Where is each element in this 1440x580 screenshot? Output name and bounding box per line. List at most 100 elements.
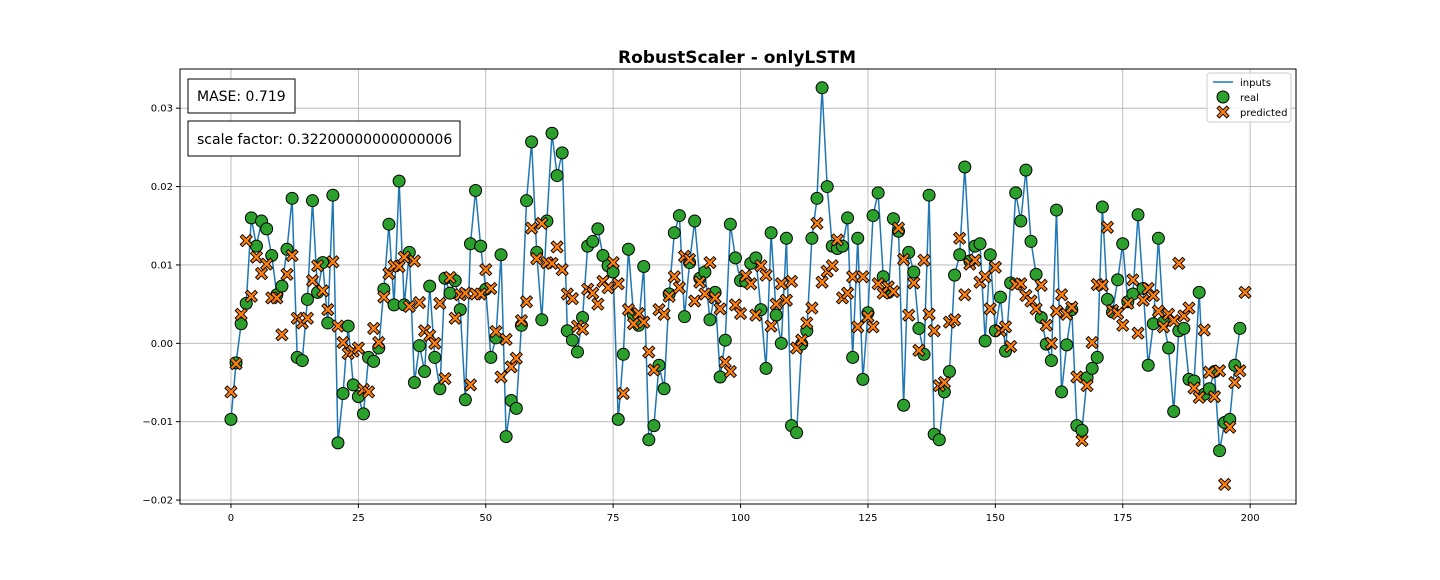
real-point bbox=[774, 336, 788, 350]
real-point bbox=[611, 412, 625, 426]
predicted-point bbox=[698, 287, 712, 301]
mase-annotation: MASE: 0.719 bbox=[187, 78, 296, 114]
legend-label-predicted: predicted bbox=[1240, 108, 1287, 119]
real-point bbox=[484, 350, 498, 364]
predicted-point bbox=[575, 322, 590, 336]
predicted-point bbox=[912, 343, 926, 358]
y-tick-label: −0.02 bbox=[142, 496, 173, 507]
real-point bbox=[423, 279, 437, 293]
real-point bbox=[779, 231, 793, 245]
predicted-point bbox=[1100, 220, 1115, 234]
real-point bbox=[1192, 285, 1206, 299]
predicted-point bbox=[922, 307, 936, 321]
predicted-point bbox=[800, 316, 814, 330]
predicted-point bbox=[448, 311, 462, 325]
predicted-point bbox=[861, 310, 875, 324]
real-point bbox=[942, 365, 956, 379]
plot-frame bbox=[179, 68, 1297, 505]
predicted-point bbox=[871, 277, 885, 291]
predicted-point bbox=[621, 302, 636, 317]
predicted-point bbox=[535, 216, 549, 231]
grid-layer bbox=[180, 69, 1296, 504]
real-point bbox=[509, 401, 523, 415]
predicted-point bbox=[1014, 277, 1028, 291]
predicted-point bbox=[947, 313, 962, 327]
real-point bbox=[912, 321, 926, 335]
predicted-point bbox=[672, 281, 687, 295]
real-point bbox=[1111, 273, 1125, 287]
x-tick-label: 175 bbox=[1113, 513, 1132, 524]
predicted-point bbox=[968, 253, 982, 267]
real-point bbox=[820, 180, 834, 194]
real-point bbox=[983, 248, 997, 262]
predicted-point bbox=[1182, 301, 1196, 315]
predicted-point bbox=[244, 289, 258, 303]
real-point bbox=[1095, 200, 1109, 214]
predicted-point bbox=[1136, 293, 1150, 307]
real-point bbox=[606, 265, 620, 279]
predicted-point bbox=[407, 254, 422, 268]
real-point bbox=[1167, 405, 1181, 419]
predicted-point bbox=[784, 274, 799, 289]
real-point bbox=[657, 382, 671, 396]
y-tick-label: 0.01 bbox=[151, 260, 173, 271]
real-point bbox=[851, 231, 865, 245]
predicted-point bbox=[937, 375, 952, 390]
real-point bbox=[866, 209, 880, 223]
real-point bbox=[621, 242, 635, 256]
real-point bbox=[647, 419, 661, 433]
predicted-point bbox=[754, 259, 768, 273]
real-point bbox=[1085, 361, 1099, 375]
real-point bbox=[1075, 423, 1089, 437]
x-tick-label: 200 bbox=[1241, 513, 1260, 524]
real-point bbox=[545, 126, 559, 140]
predicted-point bbox=[642, 345, 656, 359]
real-point bbox=[677, 310, 691, 324]
predicted-point bbox=[662, 289, 676, 303]
real-point bbox=[392, 174, 406, 188]
x-tick-label: 75 bbox=[607, 513, 620, 524]
predicted-point bbox=[851, 320, 865, 334]
scale-factor-annotation: scale factor: 0.32200000000000006 bbox=[187, 120, 461, 157]
real-point bbox=[993, 290, 1007, 304]
real-point bbox=[433, 382, 447, 396]
predicted-point bbox=[703, 255, 717, 270]
predicted-point bbox=[392, 259, 406, 274]
real-point bbox=[958, 160, 972, 174]
real-point bbox=[295, 354, 309, 368]
x-tick-label: 100 bbox=[731, 513, 750, 524]
mase-text: MASE: 0.719 bbox=[197, 89, 286, 105]
predicted-point bbox=[285, 248, 299, 263]
real-point bbox=[688, 214, 702, 228]
predicted-point bbox=[728, 298, 743, 312]
real-point bbox=[224, 412, 238, 426]
real-point bbox=[616, 347, 630, 361]
predicted-point bbox=[1187, 381, 1201, 395]
real-point bbox=[367, 354, 381, 368]
predicted-point bbox=[550, 240, 564, 254]
predicted-point bbox=[856, 270, 870, 284]
predicted-point bbox=[1095, 278, 1109, 292]
predicted-point bbox=[504, 360, 518, 374]
real-point bbox=[1116, 237, 1130, 251]
predicted-point bbox=[708, 291, 722, 305]
predicted-point bbox=[555, 263, 569, 277]
predicted-point bbox=[259, 257, 274, 271]
real-point bbox=[1009, 186, 1023, 200]
real-point bbox=[469, 183, 483, 197]
real-point bbox=[382, 217, 396, 231]
predicted-point bbox=[830, 233, 845, 247]
predicted-point bbox=[866, 320, 880, 334]
predicted-point bbox=[479, 263, 493, 277]
predicted-point bbox=[779, 293, 794, 307]
predicted-point bbox=[229, 357, 243, 371]
y-tick-label: 0.00 bbox=[151, 339, 173, 350]
predicted-point bbox=[759, 268, 773, 282]
predicted-point bbox=[978, 270, 992, 284]
predicted-point bbox=[733, 306, 748, 321]
predicted-point bbox=[825, 259, 839, 273]
real-point bbox=[764, 226, 778, 240]
predicted-point bbox=[723, 364, 737, 379]
predicted-point bbox=[637, 315, 651, 329]
